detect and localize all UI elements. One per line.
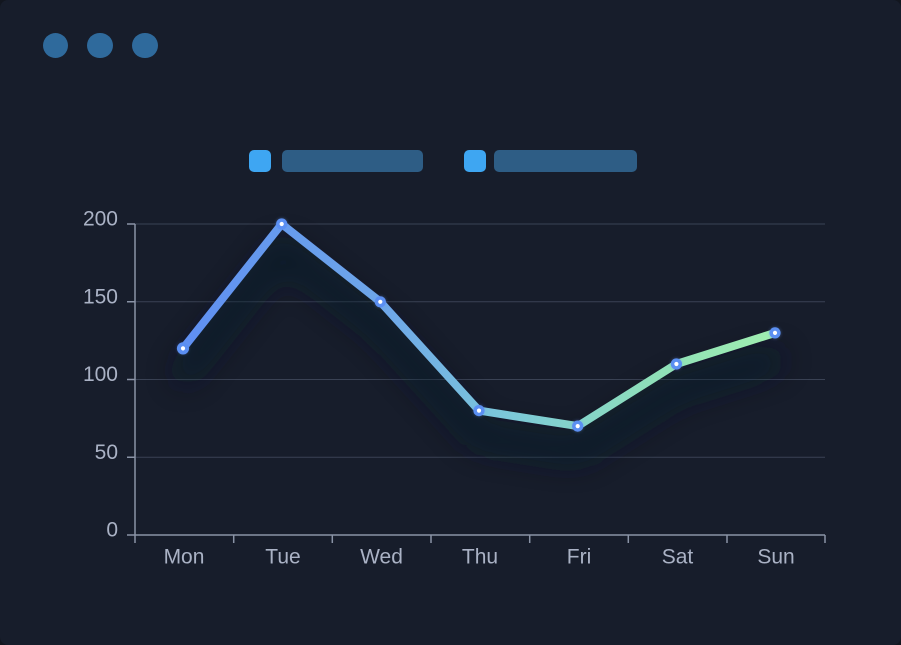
- svg-text:150: 150: [83, 285, 118, 308]
- svg-text:0: 0: [106, 519, 118, 542]
- svg-text:Sat: Sat: [662, 546, 694, 569]
- svg-text:200: 200: [83, 208, 118, 231]
- svg-text:Sun: Sun: [757, 546, 794, 569]
- svg-text:Mon: Mon: [164, 546, 205, 569]
- svg-text:50: 50: [95, 441, 118, 464]
- svg-text:Tue: Tue: [265, 546, 300, 569]
- svg-text:Thu: Thu: [462, 546, 498, 569]
- svg-text:Fri: Fri: [567, 546, 592, 569]
- svg-text:100: 100: [83, 363, 118, 386]
- svg-text:Wed: Wed: [360, 546, 403, 569]
